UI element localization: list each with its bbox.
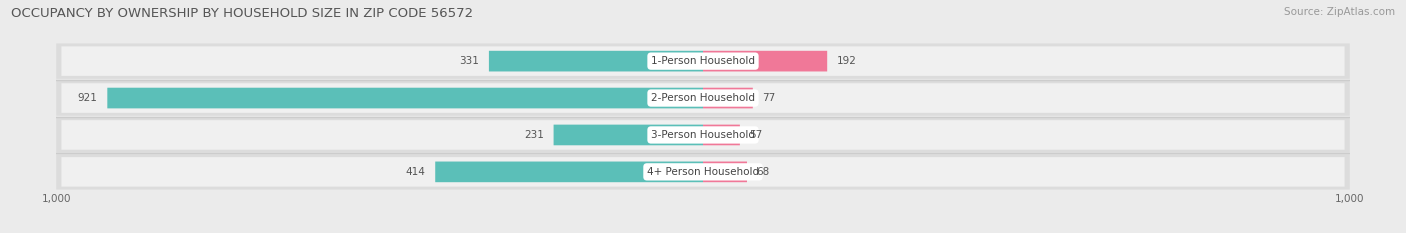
Text: 2-Person Household: 2-Person Household [651,93,755,103]
Text: 4+ Person Household: 4+ Person Household [647,167,759,177]
FancyBboxPatch shape [56,80,1350,116]
FancyBboxPatch shape [703,125,740,145]
Text: 331: 331 [460,56,479,66]
Text: 1-Person Household: 1-Person Household [651,56,755,66]
FancyBboxPatch shape [554,125,703,145]
FancyBboxPatch shape [703,161,747,182]
FancyBboxPatch shape [703,88,752,108]
FancyBboxPatch shape [489,51,703,72]
FancyBboxPatch shape [703,51,827,72]
FancyBboxPatch shape [62,83,1344,113]
Text: 77: 77 [762,93,776,103]
Text: 921: 921 [77,93,97,103]
Text: 192: 192 [837,56,856,66]
Text: 231: 231 [524,130,544,140]
FancyBboxPatch shape [107,88,703,108]
Text: 414: 414 [406,167,426,177]
FancyBboxPatch shape [436,161,703,182]
FancyBboxPatch shape [62,157,1344,187]
FancyBboxPatch shape [56,117,1350,153]
FancyBboxPatch shape [56,154,1350,190]
FancyBboxPatch shape [56,43,1350,79]
Text: 68: 68 [756,167,770,177]
Text: 3-Person Household: 3-Person Household [651,130,755,140]
FancyBboxPatch shape [62,46,1344,76]
FancyBboxPatch shape [62,120,1344,150]
Text: Source: ZipAtlas.com: Source: ZipAtlas.com [1284,7,1395,17]
Text: 57: 57 [749,130,763,140]
Text: OCCUPANCY BY OWNERSHIP BY HOUSEHOLD SIZE IN ZIP CODE 56572: OCCUPANCY BY OWNERSHIP BY HOUSEHOLD SIZE… [11,7,474,20]
